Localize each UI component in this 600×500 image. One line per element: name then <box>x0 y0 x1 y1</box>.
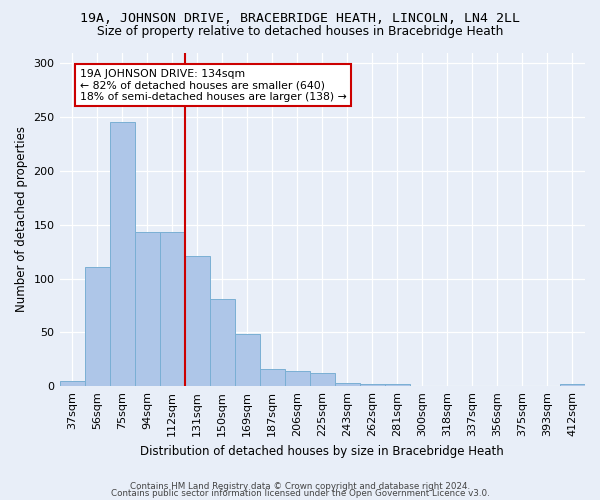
Bar <box>110 122 134 386</box>
X-axis label: Distribution of detached houses by size in Bracebridge Heath: Distribution of detached houses by size … <box>140 444 504 458</box>
Text: Contains HM Land Registry data © Crown copyright and database right 2024.: Contains HM Land Registry data © Crown c… <box>130 482 470 491</box>
Text: 19A JOHNSON DRIVE: 134sqm
← 82% of detached houses are smaller (640)
18% of semi: 19A JOHNSON DRIVE: 134sqm ← 82% of detac… <box>80 68 346 102</box>
Bar <box>310 374 335 386</box>
Text: 19A, JOHNSON DRIVE, BRACEBRIDGE HEATH, LINCOLN, LN4 2LL: 19A, JOHNSON DRIVE, BRACEBRIDGE HEATH, L… <box>80 12 520 26</box>
Bar <box>360 384 385 386</box>
Bar <box>160 232 185 386</box>
Bar <box>285 371 310 386</box>
Bar <box>185 256 209 386</box>
Y-axis label: Number of detached properties: Number of detached properties <box>15 126 28 312</box>
Text: Contains public sector information licensed under the Open Government Licence v3: Contains public sector information licen… <box>110 490 490 498</box>
Text: Size of property relative to detached houses in Bracebridge Heath: Size of property relative to detached ho… <box>97 25 503 38</box>
Bar <box>209 299 235 386</box>
Bar <box>59 381 85 386</box>
Bar <box>560 384 585 386</box>
Bar <box>335 383 360 386</box>
Bar <box>385 384 410 386</box>
Bar <box>85 267 110 386</box>
Bar <box>260 369 285 386</box>
Bar <box>235 334 260 386</box>
Bar <box>134 232 160 386</box>
